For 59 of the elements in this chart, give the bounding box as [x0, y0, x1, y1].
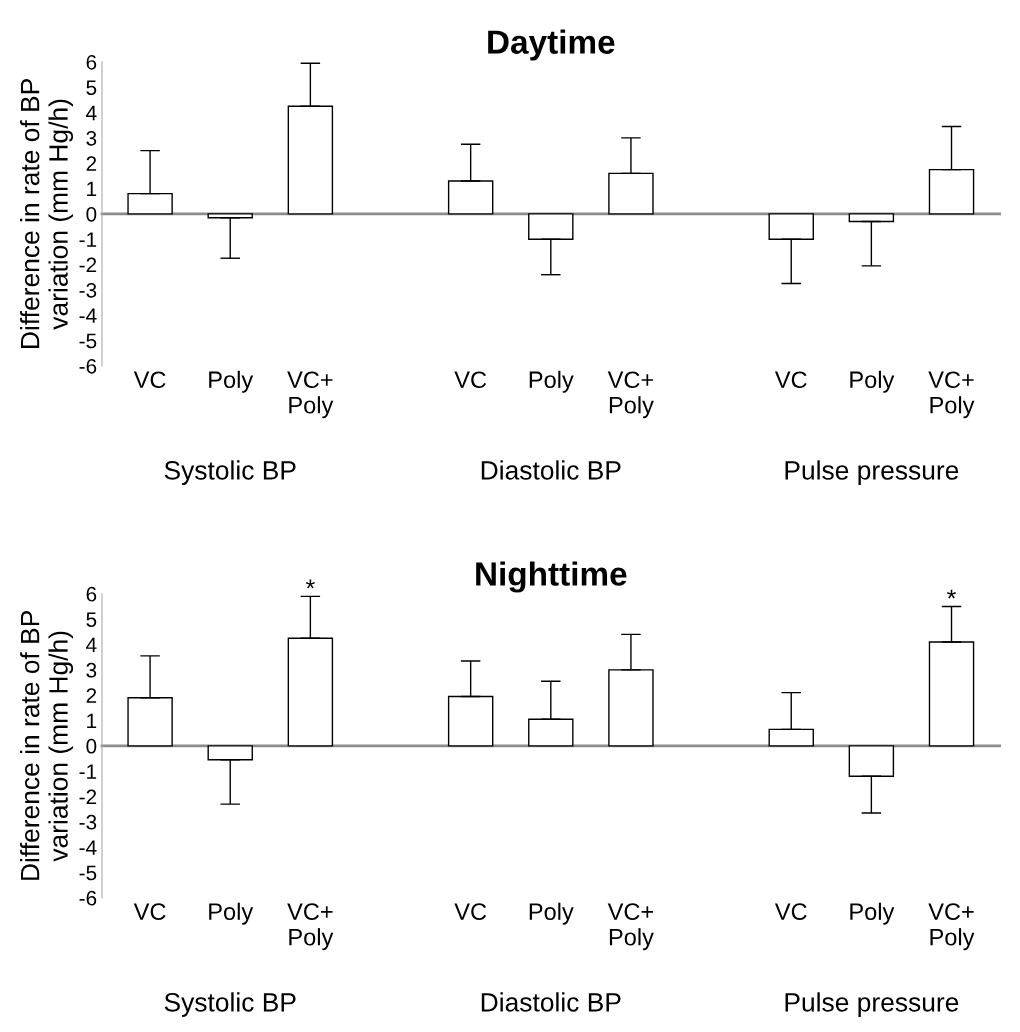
x-tick-label: VC+ Poly [287, 371, 334, 419]
bar [447, 180, 494, 215]
x-tick-label: Poly [209, 370, 254, 393]
y-tick-label: -1 [79, 764, 97, 779]
y-tick-label: -5 [79, 865, 97, 881]
x-tick-label: Poly [850, 902, 895, 925]
text: Diastolic BP [481, 460, 621, 480]
x-tick-label: VC+ Poly [287, 903, 334, 951]
text: Systolic BP [164, 992, 296, 1017]
text: Pulse pressure [785, 460, 959, 485]
x-tick-label: VC [774, 903, 807, 921]
x-tick-label: VC [454, 903, 487, 921]
x-tick-label: VC [133, 903, 166, 921]
y-tick-label: -6 [79, 890, 97, 906]
x-tick-label: Poly [529, 370, 574, 393]
y-tick-label: -1 [79, 232, 97, 247]
y-tick-label: 5 [86, 612, 97, 627]
y-tick-label: 1 [87, 181, 97, 197]
text: Diastolic BP [481, 992, 621, 1012]
y-tick-label: -3 [79, 814, 97, 830]
y-tick-label: 0 [86, 738, 97, 754]
x-tick-label: VC [774, 371, 807, 389]
y-tick-label: -6 [79, 358, 97, 374]
y-tick-label: 4 [86, 105, 97, 121]
y-tick-label: -5 [79, 333, 97, 349]
x-tick-label: VC+ Poly [928, 903, 975, 951]
data-label: * [305, 579, 315, 589]
y-axis-title: Difference in rate of BP variation (mm Hg/h) [20, 611, 74, 880]
y-tick-label: 1 [87, 713, 97, 729]
x-tick-label: VC [454, 371, 487, 389]
y-tick-label: 2 [86, 688, 97, 703]
x-tick-label: Poly [529, 902, 574, 925]
text: Systolic BP [164, 460, 296, 485]
y-tick-label: 6 [86, 54, 97, 70]
bar [608, 669, 654, 747]
y-tick-label: -3 [79, 282, 97, 298]
bar [928, 641, 975, 747]
y-tick-label: 4 [86, 637, 97, 653]
x-tick-label: Poly [850, 370, 895, 393]
y-tick-label: 3 [86, 130, 97, 146]
y-tick-label: -2 [79, 257, 97, 273]
y-tick-label: 5 [86, 80, 97, 95]
y-tick-label: -4 [79, 840, 97, 855]
x-tick-label: VC+ Poly [607, 903, 654, 951]
y-tick-label: 6 [86, 586, 97, 602]
data-label: * [947, 589, 956, 599]
x-tick-label: Poly [209, 902, 254, 925]
chart-title: Daytime [488, 29, 615, 61]
y-axis-title: Difference in rate of BP variation (mm Hg/h) [20, 79, 74, 348]
y-tick-label: 2 [86, 156, 97, 171]
x-tick-label: VC+ Poly [607, 371, 654, 419]
y-tick-label: 0 [86, 206, 97, 222]
x-tick-label: VC+ Poly [928, 371, 975, 419]
y-tick-label: -4 [79, 308, 97, 323]
text: Pulse pressure [785, 992, 959, 1017]
y-tick-label: 3 [86, 662, 97, 678]
chart-title: Nighttime [476, 561, 627, 593]
y-tick-label: -2 [79, 789, 97, 805]
x-tick-label: VC [133, 371, 166, 389]
